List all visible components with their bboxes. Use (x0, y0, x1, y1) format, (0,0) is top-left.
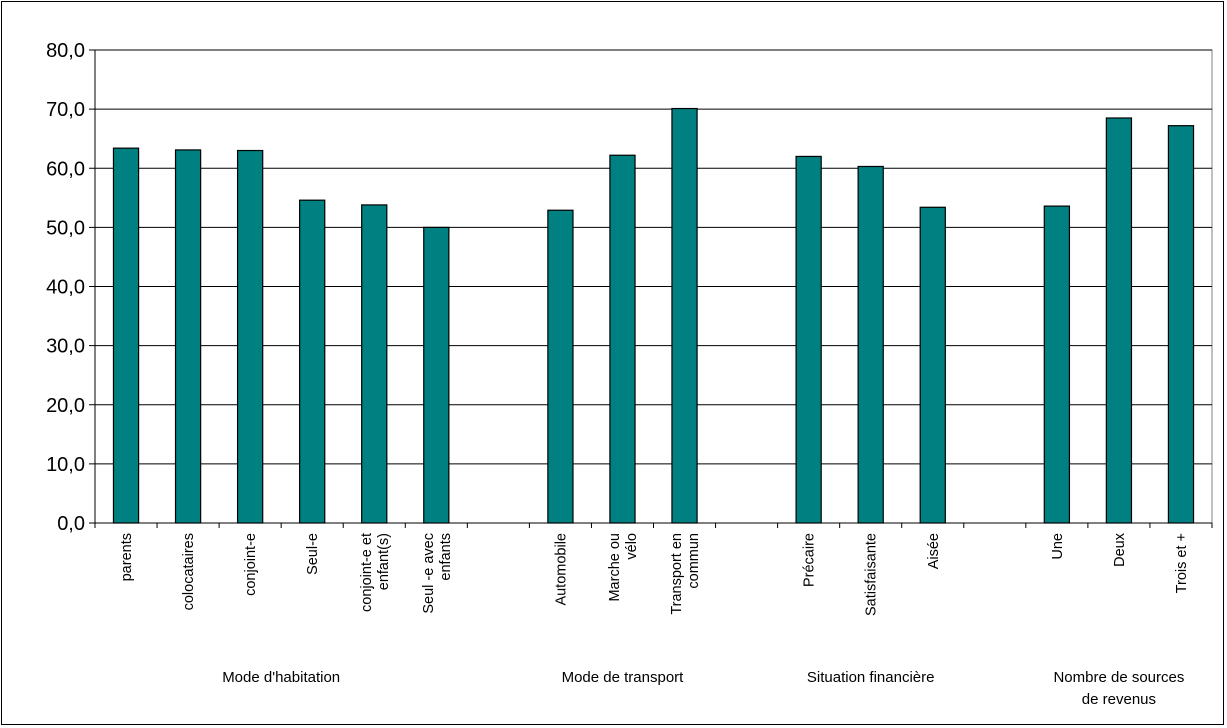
y-tick-label: 50,0 (46, 217, 85, 239)
category-label: enfant(s) (376, 533, 392, 590)
category-label: parents (119, 533, 135, 581)
category-label: Seul -e avec (421, 533, 437, 614)
bar (1167, 125, 1195, 524)
bar (857, 165, 884, 524)
bar (423, 226, 450, 524)
group-label: Mode de transport (562, 669, 685, 686)
bar (671, 107, 698, 524)
bar (1105, 117, 1133, 524)
category-label: Précaire (802, 533, 818, 587)
category-label: Deux (1112, 532, 1128, 567)
bar (361, 204, 388, 524)
category-label: colocataires (181, 533, 197, 610)
category-label: Satisfaisante (864, 533, 880, 616)
bar (112, 147, 140, 524)
category-label: Transport en (669, 533, 685, 615)
y-tick-label: 10,0 (46, 454, 85, 476)
group-label: Nombre de sources (1053, 669, 1184, 686)
y-tick-label: 20,0 (46, 395, 85, 417)
bar (547, 209, 574, 524)
category-label: Automobile (553, 533, 569, 606)
bar (919, 206, 946, 524)
category-label: Marche ou (607, 533, 623, 602)
category-label: conjoint-e (243, 533, 259, 596)
bar (795, 155, 822, 524)
category-label: conjoint-e et (359, 533, 375, 612)
group-label: Situation financière (807, 669, 935, 686)
bar (236, 149, 264, 524)
bar (174, 149, 202, 524)
y-tick-label: 80,0 (46, 40, 85, 62)
y-tick-label: 60,0 (46, 158, 85, 180)
y-tick-label: 70,0 (46, 99, 85, 121)
category-label: enfants (438, 533, 454, 581)
category-label: commun (686, 533, 702, 589)
category-label: Aisée (926, 533, 942, 569)
y-tick-label: 0,0 (57, 513, 85, 535)
category-label: vélo (624, 533, 640, 560)
bar (609, 154, 636, 524)
y-tick-label: 30,0 (46, 336, 85, 358)
category-label: Seul-e (305, 533, 321, 575)
group-label: Mode d'habitation (222, 669, 340, 686)
group-label: de revenus (1082, 691, 1156, 708)
bar (299, 199, 326, 524)
y-tick-label: 40,0 (46, 277, 85, 299)
category-label: Trois et + (1174, 533, 1190, 593)
bar (1043, 205, 1071, 524)
category-label: Une (1050, 533, 1066, 560)
